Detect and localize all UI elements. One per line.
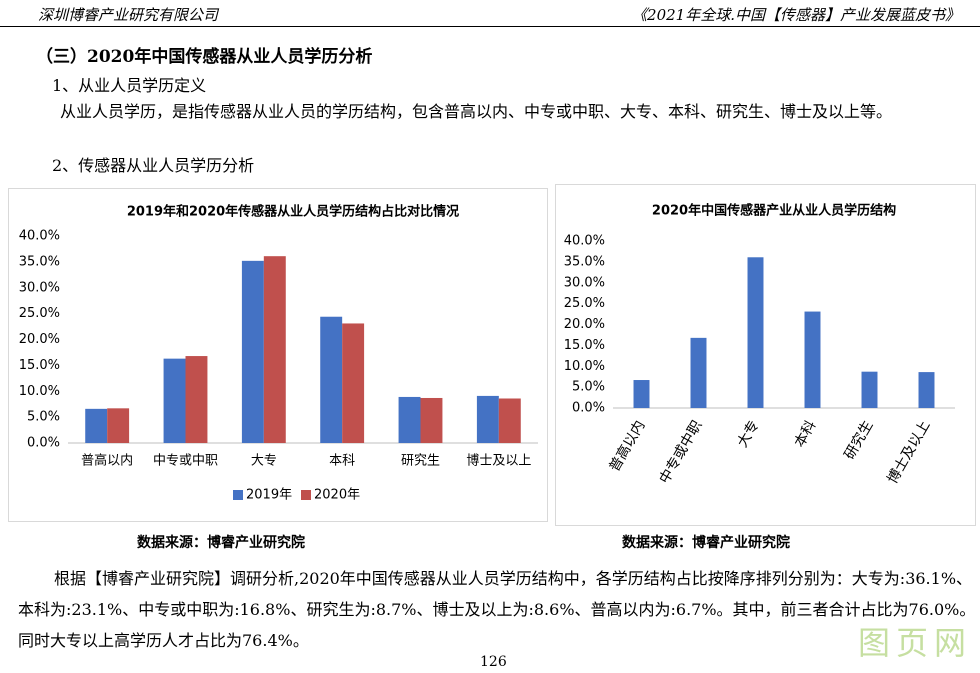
subsection: 2、传感器从业人员学历分析: [52, 156, 255, 175]
chart-title: 2020年中国传感器产业从业人员学历结构: [652, 203, 896, 219]
x-tick-label: 中专或中职: [153, 454, 218, 469]
y-tick-label: 5.0%: [572, 380, 605, 395]
y-tick-label: 15.0%: [564, 338, 605, 353]
data-source: 数据来源：博睿产业研究院: [622, 535, 790, 551]
bar: [804, 311, 821, 408]
y-tick-label: 20.0%: [564, 317, 605, 332]
header-left: 深圳博睿产业研究有限公司: [38, 6, 219, 24]
bar: [633, 380, 650, 408]
paragraph: 根据【博睿产业研究院】调研分析,2020年中国传感器从业人员学历结构中，各学历结…: [18, 569, 976, 650]
x-tick-label: 普高以内: [81, 453, 133, 469]
y-tick-label: 0.0%: [572, 401, 605, 416]
subsection: 1、从业人员学历定义: [52, 76, 207, 95]
paragraph: 从业人员学历，是指传感器从业人员的学历结构，包含普高以内、中专或中职、大专、本科…: [60, 102, 893, 121]
y-tick-label: 35.0%: [19, 254, 60, 269]
y-tick-label: 5.0%: [27, 410, 60, 425]
legend-swatch: [233, 490, 243, 500]
watermark: 图页网: [858, 624, 973, 662]
bar: [85, 408, 108, 443]
y-tick-label: 25.0%: [564, 296, 605, 311]
bar: [185, 356, 208, 443]
bar: [320, 316, 343, 443]
y-tick-label: 20.0%: [19, 332, 60, 347]
y-tick-label: 10.0%: [564, 359, 605, 374]
y-tick-label: 10.0%: [19, 384, 60, 399]
bar: [107, 408, 130, 443]
data-source: 数据来源：博睿产业研究院: [137, 535, 305, 551]
bar: [747, 257, 764, 408]
bar: [476, 395, 499, 443]
bar: [498, 398, 521, 443]
x-tick-label: 本科: [329, 454, 355, 469]
y-tick-label: 0.0%: [27, 436, 60, 451]
y-tick-label: 40.0%: [19, 229, 60, 244]
x-tick-label: 研究生: [401, 454, 440, 469]
chart-title: 2019年和2020年传感器从业人员学历结构占比对比情况: [127, 204, 459, 220]
bar: [241, 260, 264, 443]
header-rule: [0, 26, 980, 27]
bar: [263, 256, 286, 443]
x-tick-label: 博士及以上: [466, 454, 531, 469]
bar: [342, 323, 365, 443]
legend-swatch: [301, 490, 311, 500]
chart: 2020年中国传感器产业从业人员学历结构 0.0% 5.0% 10.0% 15.0% 20…: [555, 184, 976, 526]
bar: [163, 358, 186, 443]
bar: [420, 397, 443, 443]
y-tick-label: 30.0%: [564, 275, 605, 290]
y-tick-label: 25.0%: [19, 306, 60, 321]
y-tick-label: 35.0%: [564, 254, 605, 269]
bar: [861, 371, 878, 408]
x-tick-label: 大专: [251, 454, 277, 469]
header-right: 《2021年全球.中国【传感器】产业发展蓝皮书》: [632, 6, 960, 24]
y-tick-label: 40.0%: [564, 234, 605, 249]
chart: 2019年和2020年传感器从业人员学历结构占比对比情况 0.0% 5.0% 10.0…: [8, 188, 548, 522]
legend-label: 2020年: [314, 488, 360, 503]
page-number: 126: [480, 654, 507, 670]
y-tick-label: 30.0%: [19, 280, 60, 295]
bar: [918, 372, 935, 408]
chart-frame: [555, 184, 976, 526]
y-tick-label: 15.0%: [19, 358, 60, 373]
legend-label: 2019年: [246, 488, 292, 503]
bar: [398, 396, 421, 443]
section-title: （三）2020年中国传感器从业人员学历分析: [36, 47, 373, 67]
bar: [690, 337, 707, 408]
